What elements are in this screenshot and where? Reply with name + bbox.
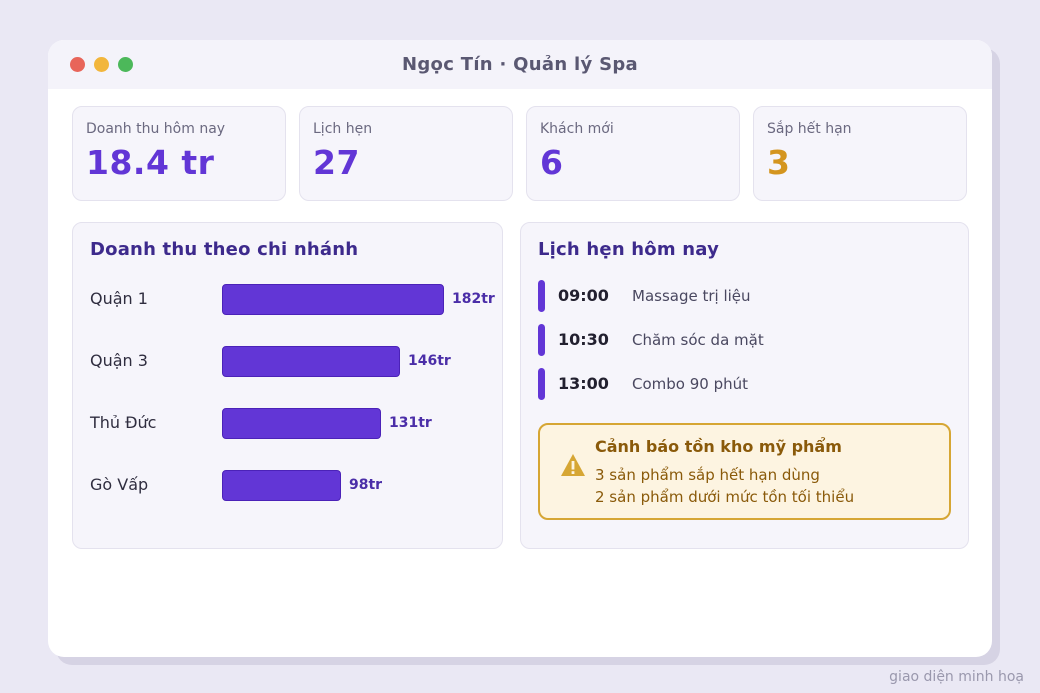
appointment-marker [538, 368, 545, 400]
bar-value-label: 182tr [452, 291, 495, 307]
bar-value-label: 146tr [408, 353, 451, 369]
appointment-service: Massage trị liệu [632, 287, 751, 305]
appointment-service: Combo 90 phút [632, 375, 749, 393]
revenue-by-branch-panel: Doanh thu theo chi nhánh Quận 1 182tr Quận… [72, 222, 503, 549]
appointment-marker [538, 324, 545, 356]
maximize-window-button[interactable] [118, 57, 133, 72]
appointment-item[interactable]: 09:00 Massage trị liệu [538, 280, 938, 312]
kpi-card-revenue-today[interactable]: Doanh thu hôm nay 18.4 tr [72, 106, 286, 201]
bar-row[interactable]: Quận 3 146tr [73, 346, 502, 378]
bar-category-label: Quận 3 [90, 351, 148, 370]
panel-title: Doanh thu theo chi nhánh [90, 239, 359, 260]
title-bar: Ngọc Tín · Quản lý Spa [48, 40, 992, 89]
bar [222, 346, 400, 377]
appointment-marker [538, 280, 545, 312]
appointment-item[interactable]: 10:30 Chăm sóc da mặt [538, 324, 938, 356]
window-controls [70, 57, 133, 72]
inventory-alert[interactable]: Cảnh báo tồn kho mỹ phẩm 3 sản phẩm sắp … [538, 423, 951, 520]
kpi-card-appointments[interactable]: Lịch hẹn 27 [299, 106, 513, 201]
appointment-time: 13:00 [558, 374, 609, 393]
panel-title: Lịch hẹn hôm nay [538, 239, 720, 260]
minimize-window-button[interactable] [94, 57, 109, 72]
alert-line: 3 sản phẩm sắp hết hạn dùng [595, 466, 820, 484]
bar [222, 284, 444, 315]
bar-category-label: Gò Vấp [90, 475, 149, 494]
appointment-service: Chăm sóc da mặt [632, 331, 764, 349]
warning-icon [561, 454, 585, 476]
kpi-card-expiring-soon[interactable]: Sắp hết hạn 3 [753, 106, 967, 201]
appointment-time: 10:30 [558, 330, 609, 349]
alert-line: 2 sản phẩm dưới mức tồn tối thiểu [595, 488, 855, 506]
kpi-value: 27 [313, 143, 360, 182]
kpi-value: 18.4 tr [86, 143, 215, 182]
appointment-item[interactable]: 13:00 Combo 90 phút [538, 368, 938, 400]
bar [222, 408, 381, 439]
bar-value-label: 131tr [389, 415, 432, 431]
illustration-note: giao diện minh hoạ [889, 669, 1024, 685]
bar-category-label: Quận 1 [90, 289, 148, 308]
kpi-label: Lịch hẹn [313, 121, 373, 137]
close-window-button[interactable] [70, 57, 85, 72]
kpi-label: Sắp hết hạn [767, 121, 852, 137]
appointment-time: 09:00 [558, 286, 609, 305]
appointments-today-panel: Lịch hẹn hôm nay 09:00 Massage trị liệu … [520, 222, 969, 549]
app-window: Ngọc Tín · Quản lý Spa Doanh thu hôm nay… [48, 40, 992, 657]
kpi-value: 6 [540, 143, 564, 182]
window-title: Ngọc Tín · Quản lý Spa [402, 54, 638, 75]
kpi-label: Khách mới [540, 121, 614, 137]
kpi-label: Doanh thu hôm nay [86, 121, 226, 137]
bar-value-label: 98tr [349, 477, 383, 493]
bar-row[interactable]: Quận 1 182tr [73, 284, 502, 316]
alert-title: Cảnh báo tồn kho mỹ phẩm [595, 437, 842, 456]
bar [222, 470, 341, 501]
kpi-value: 3 [767, 143, 791, 182]
bar-category-label: Thủ Đức [90, 413, 157, 432]
bar-row[interactable]: Thủ Đức 131tr [73, 408, 502, 440]
bar-row[interactable]: Gò Vấp 98tr [73, 470, 502, 502]
kpi-card-new-customers[interactable]: Khách mới 6 [526, 106, 740, 201]
